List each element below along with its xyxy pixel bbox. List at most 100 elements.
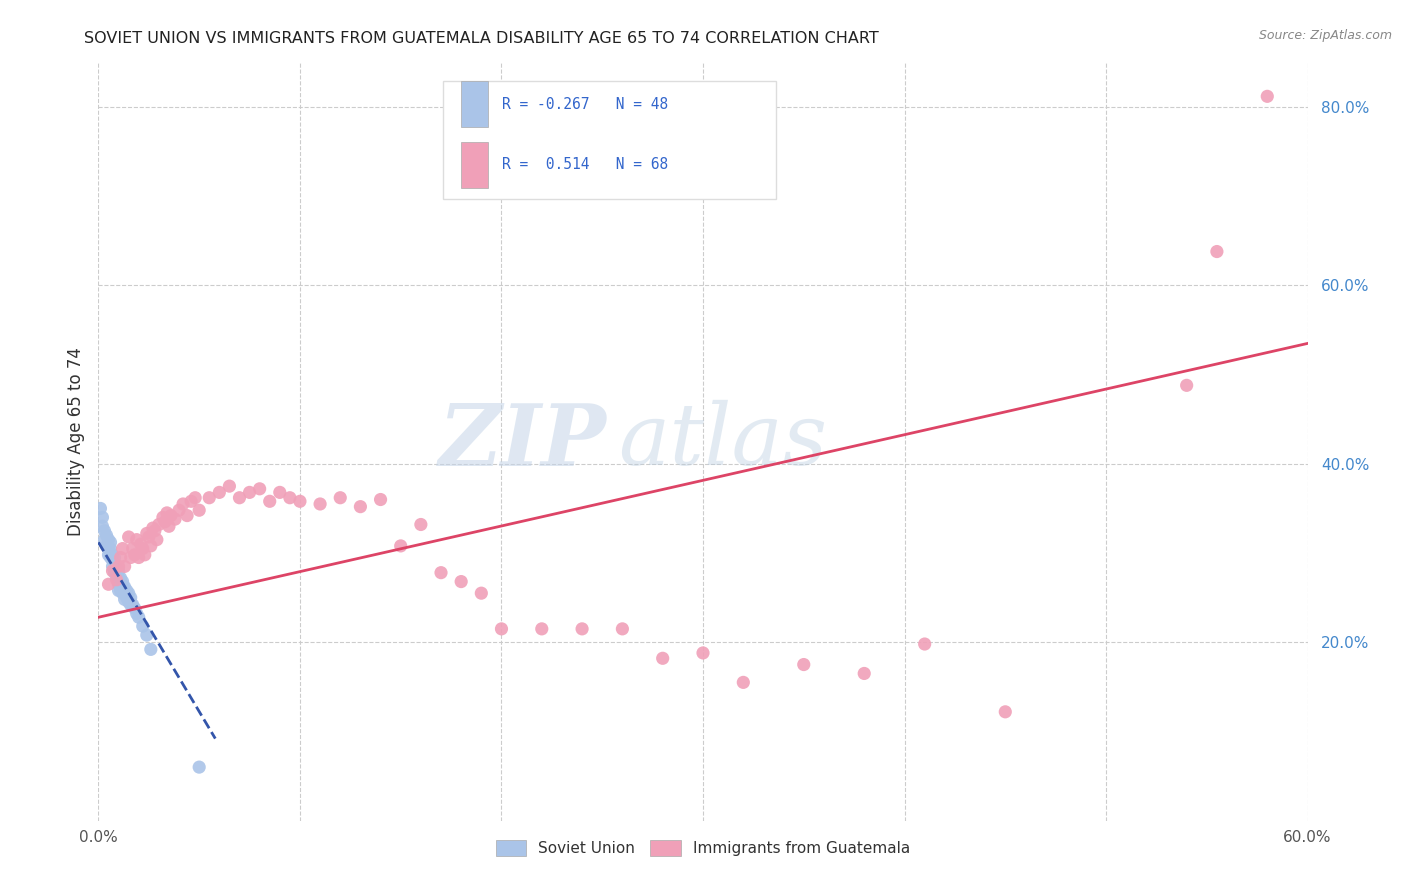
Point [107,559,129,574]
Point [1206,244,1229,259]
Point [114,559,136,574]
Point [152,510,174,524]
Point [111,580,134,594]
Text: atlas: atlas [619,401,828,483]
Point [111,574,134,589]
Point [450,574,472,589]
Point [107,577,129,591]
Point [100,535,122,549]
Point [93,533,115,547]
Point [101,548,124,562]
Point [389,539,412,553]
Point [110,571,132,585]
Point [176,508,198,523]
Point [198,491,221,505]
Point [111,541,134,556]
Point [107,571,129,585]
Point [101,553,124,567]
Point [188,760,211,774]
Point [89,501,111,516]
Text: R =  0.514   N = 68: R = 0.514 N = 68 [502,157,668,172]
Y-axis label: Disability Age 65 to 74: Disability Age 65 to 74 [66,347,84,536]
Point [96,528,118,542]
Point [793,657,815,672]
Point [208,485,231,500]
Point [163,512,186,526]
Point [142,521,165,535]
Point [118,595,141,609]
Point [103,550,125,565]
Point [97,541,120,556]
Point [349,500,371,514]
Point [120,591,142,605]
Point [107,583,129,598]
Point [101,559,124,574]
Point [124,548,146,562]
Point [409,517,432,532]
Point [91,510,114,524]
Point [138,530,160,544]
Point [97,577,120,591]
Point [914,637,936,651]
Point [114,592,136,607]
Bar [461,142,488,187]
Point [97,548,120,562]
Point [172,497,194,511]
Point [309,497,332,511]
Point [153,515,176,529]
Point [103,566,125,580]
Point [91,519,114,533]
Point [125,533,148,547]
Point [124,601,146,615]
Point [121,598,143,612]
Text: SOVIET UNION VS IMMIGRANTS FROM GUATEMALA DISABILITY AGE 65 TO 74 CORRELATION CH: SOVIET UNION VS IMMIGRANTS FROM GUATEMAL… [84,31,879,46]
Point [470,586,492,600]
Point [160,508,183,523]
Point [97,533,120,547]
Point [125,607,148,621]
Point [733,675,755,690]
Point [101,564,124,578]
Point [329,491,352,505]
Point [530,622,553,636]
Point [994,705,1017,719]
Point [1256,89,1278,103]
Point [110,550,132,565]
Point [156,506,179,520]
Point [288,494,311,508]
Point [115,591,138,605]
Point [107,564,129,578]
Point [157,519,180,533]
Point [110,577,132,591]
Point [111,586,134,600]
Point [148,517,170,532]
Point [129,537,152,551]
Bar [461,81,488,127]
Point [239,485,262,500]
Point [143,524,166,538]
Point [134,548,156,562]
Text: R = -0.267   N = 48: R = -0.267 N = 48 [502,96,668,112]
Legend: Soviet Union, Immigrants from Guatemala: Soviet Union, Immigrants from Guatemala [489,834,917,863]
Point [120,550,142,565]
Point [184,491,207,505]
Point [128,610,150,624]
Point [114,586,136,600]
Point [139,642,162,657]
Point [105,568,128,582]
Point [118,530,141,544]
Point [571,622,593,636]
Point [146,533,169,547]
Point [100,541,122,556]
Point [114,580,136,594]
Point [135,628,157,642]
Point [692,646,714,660]
Point [121,541,143,556]
Point [93,524,115,538]
Text: ZIP: ZIP [439,400,606,483]
Point [612,622,634,636]
Point [278,491,301,505]
Point [132,541,155,556]
Point [105,573,128,587]
Point [430,566,453,580]
